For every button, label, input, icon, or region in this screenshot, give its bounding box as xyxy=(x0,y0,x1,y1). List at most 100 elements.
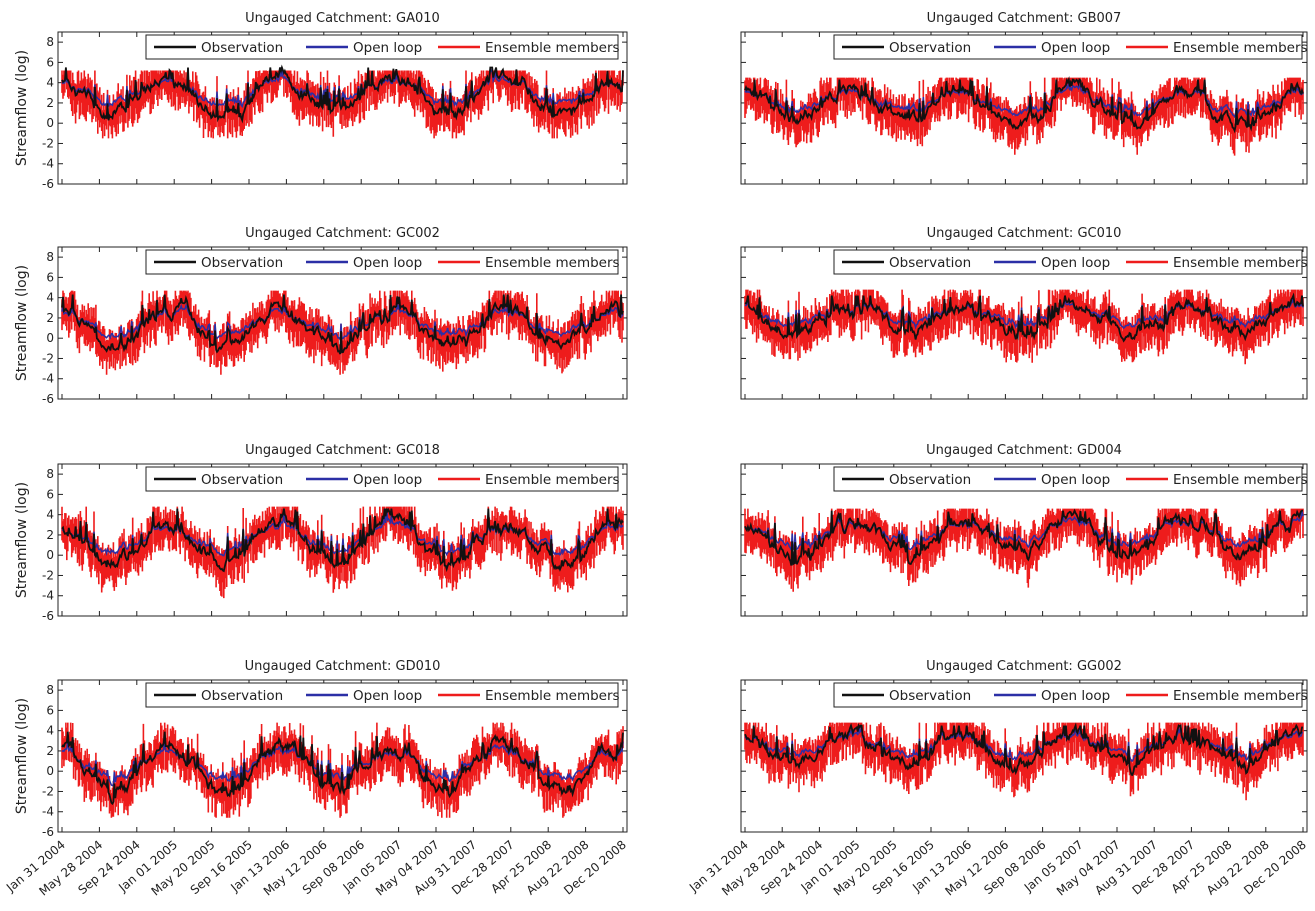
panel-gb007: Ungauged Catchment: GB007 Observation Open… xyxy=(740,11,1308,185)
y-tick-label: 2 xyxy=(46,744,54,758)
observation-series xyxy=(61,507,624,573)
legend-label: Ensemble members xyxy=(1173,255,1308,271)
plot-frame xyxy=(740,463,1308,617)
legend-label: Open loop xyxy=(1041,688,1110,704)
legend-label: Open loop xyxy=(353,472,422,488)
legend-box xyxy=(145,34,619,60)
y-tick-label: 6 xyxy=(46,55,54,69)
observation-series xyxy=(744,76,1304,134)
y-axis-label: Streamflow (log) xyxy=(14,482,30,598)
plot-frame xyxy=(740,679,1308,833)
y-tick-label: 4 xyxy=(46,291,54,305)
panel-title: Ungauged Catchment: GC002 xyxy=(245,226,440,241)
y-tick-label: 8 xyxy=(46,467,54,481)
legend-label: Ensemble members xyxy=(485,40,620,56)
y-axis-label: Streamflow (log) xyxy=(14,50,30,166)
plot-frame xyxy=(57,246,628,400)
legend-label: Observation xyxy=(201,688,283,704)
ensemble-members-series xyxy=(744,77,1304,156)
y-tick-label: -2 xyxy=(42,784,54,798)
legend-label: Ensemble members xyxy=(1173,40,1308,56)
panel-gd004: Ungauged Catchment: GD004 Observation Open… xyxy=(740,443,1308,617)
y-tick-label: 8 xyxy=(46,683,54,697)
panel-title: Ungauged Catchment: GD010 xyxy=(245,659,441,674)
legend-label: Ensemble members xyxy=(485,688,620,704)
y-tick-label: -4 xyxy=(42,805,54,819)
legend-label: Open loop xyxy=(1041,40,1110,56)
y-tick-label: -4 xyxy=(42,589,54,603)
plot-frame xyxy=(740,246,1308,400)
y-tick-label: -6 xyxy=(42,609,54,623)
legend-label: Ensemble members xyxy=(1173,472,1308,488)
y-tick-label: 2 xyxy=(46,311,54,325)
y-tick-label: 0 xyxy=(46,764,54,778)
panel-title: Ungauged Catchment: GD004 xyxy=(926,443,1122,458)
legend-label: Open loop xyxy=(353,688,422,704)
legend-label: Observation xyxy=(201,255,283,271)
legend-label: Observation xyxy=(201,472,283,488)
legend-label: Ensemble members xyxy=(485,472,620,488)
legend-label: Observation xyxy=(889,255,971,271)
observation-series xyxy=(61,294,624,355)
open-loop-series xyxy=(744,510,1304,551)
y-tick-label: -2 xyxy=(42,136,54,150)
panel-gd010: Ungauged Catchment: GD010 8 6 4 2 0 -2 -4 -6 Stre… xyxy=(3,659,629,899)
plot-frame xyxy=(57,679,628,833)
observation-series xyxy=(744,508,1303,566)
legend: Observation Open loop Ensemble members xyxy=(833,249,1308,275)
y-axis-label: Streamflow (log) xyxy=(14,265,30,381)
y-tick-label: 6 xyxy=(46,270,54,284)
y-tick-label: -6 xyxy=(42,825,54,839)
y-tick-label: -4 xyxy=(42,372,54,386)
y-tick-label: -2 xyxy=(42,351,54,365)
legend-box xyxy=(145,466,619,492)
legend-box xyxy=(145,249,619,275)
y-axis-label: Streamflow (log) xyxy=(14,698,30,814)
legend: Observation Open loop Ensemble members xyxy=(145,249,620,275)
panel-ga010: Ungauged Catchment: GA010 8 6 4 2 0 -2 -4 -6 Stre… xyxy=(14,11,628,191)
y-tick-label: 4 xyxy=(46,724,54,738)
legend-label: Open loop xyxy=(1041,255,1110,271)
ensemble-members-series xyxy=(744,289,1304,365)
y-tick-label: 4 xyxy=(46,508,54,522)
y-tick-label: -2 xyxy=(42,568,54,582)
y-tick-label: 6 xyxy=(46,487,54,501)
y-tick-label: 0 xyxy=(46,116,54,130)
y-tick-label: -4 xyxy=(42,157,54,171)
plot-frame xyxy=(740,31,1308,185)
legend-box xyxy=(833,466,1303,492)
open-loop-series xyxy=(61,508,624,557)
legend: Observation Open loop Ensemble members xyxy=(145,34,620,60)
legend-box xyxy=(833,34,1303,60)
legend: Observation Open loop Ensemble members xyxy=(833,466,1308,492)
legend-label: Open loop xyxy=(1041,472,1110,488)
legend-label: Ensemble members xyxy=(485,255,620,271)
y-tick-label: 0 xyxy=(46,548,54,562)
panel-gc002: Ungauged Catchment: GC002 8 6 4 2 0 -2 -4 -6 Stre… xyxy=(14,226,628,406)
legend-label: Observation xyxy=(889,472,971,488)
legend: Observation Open loop Ensemble members xyxy=(145,682,620,708)
y-tick-label: 8 xyxy=(46,35,54,49)
y-tick-label: -6 xyxy=(42,177,54,191)
observation-series xyxy=(744,292,1304,343)
y-tick-label: 4 xyxy=(46,76,54,90)
legend: Observation Open loop Ensemble members xyxy=(833,34,1308,60)
panel-title: Ungauged Catchment: GC018 xyxy=(245,443,440,458)
y-tick-label: 0 xyxy=(46,331,54,345)
y-tick-label: 8 xyxy=(46,250,54,264)
panel-title: Ungauged Catchment: GC010 xyxy=(927,226,1122,241)
legend-label: Observation xyxy=(201,40,283,56)
legend-label: Ensemble members xyxy=(1173,688,1308,704)
y-tick-label: 2 xyxy=(46,96,54,110)
open-loop-series xyxy=(61,67,624,109)
legend-label: Observation xyxy=(889,688,971,704)
y-tick-label: 2 xyxy=(46,528,54,542)
y-tick-label: 6 xyxy=(46,703,54,717)
panel-gc010: Ungauged Catchment: GC010 Observation Open… xyxy=(740,226,1308,400)
panel-title: Ungauged Catchment: GB007 xyxy=(927,11,1122,26)
legend-label: Observation xyxy=(889,40,971,56)
legend-label: Open loop xyxy=(353,40,422,56)
observation-series xyxy=(61,731,624,806)
